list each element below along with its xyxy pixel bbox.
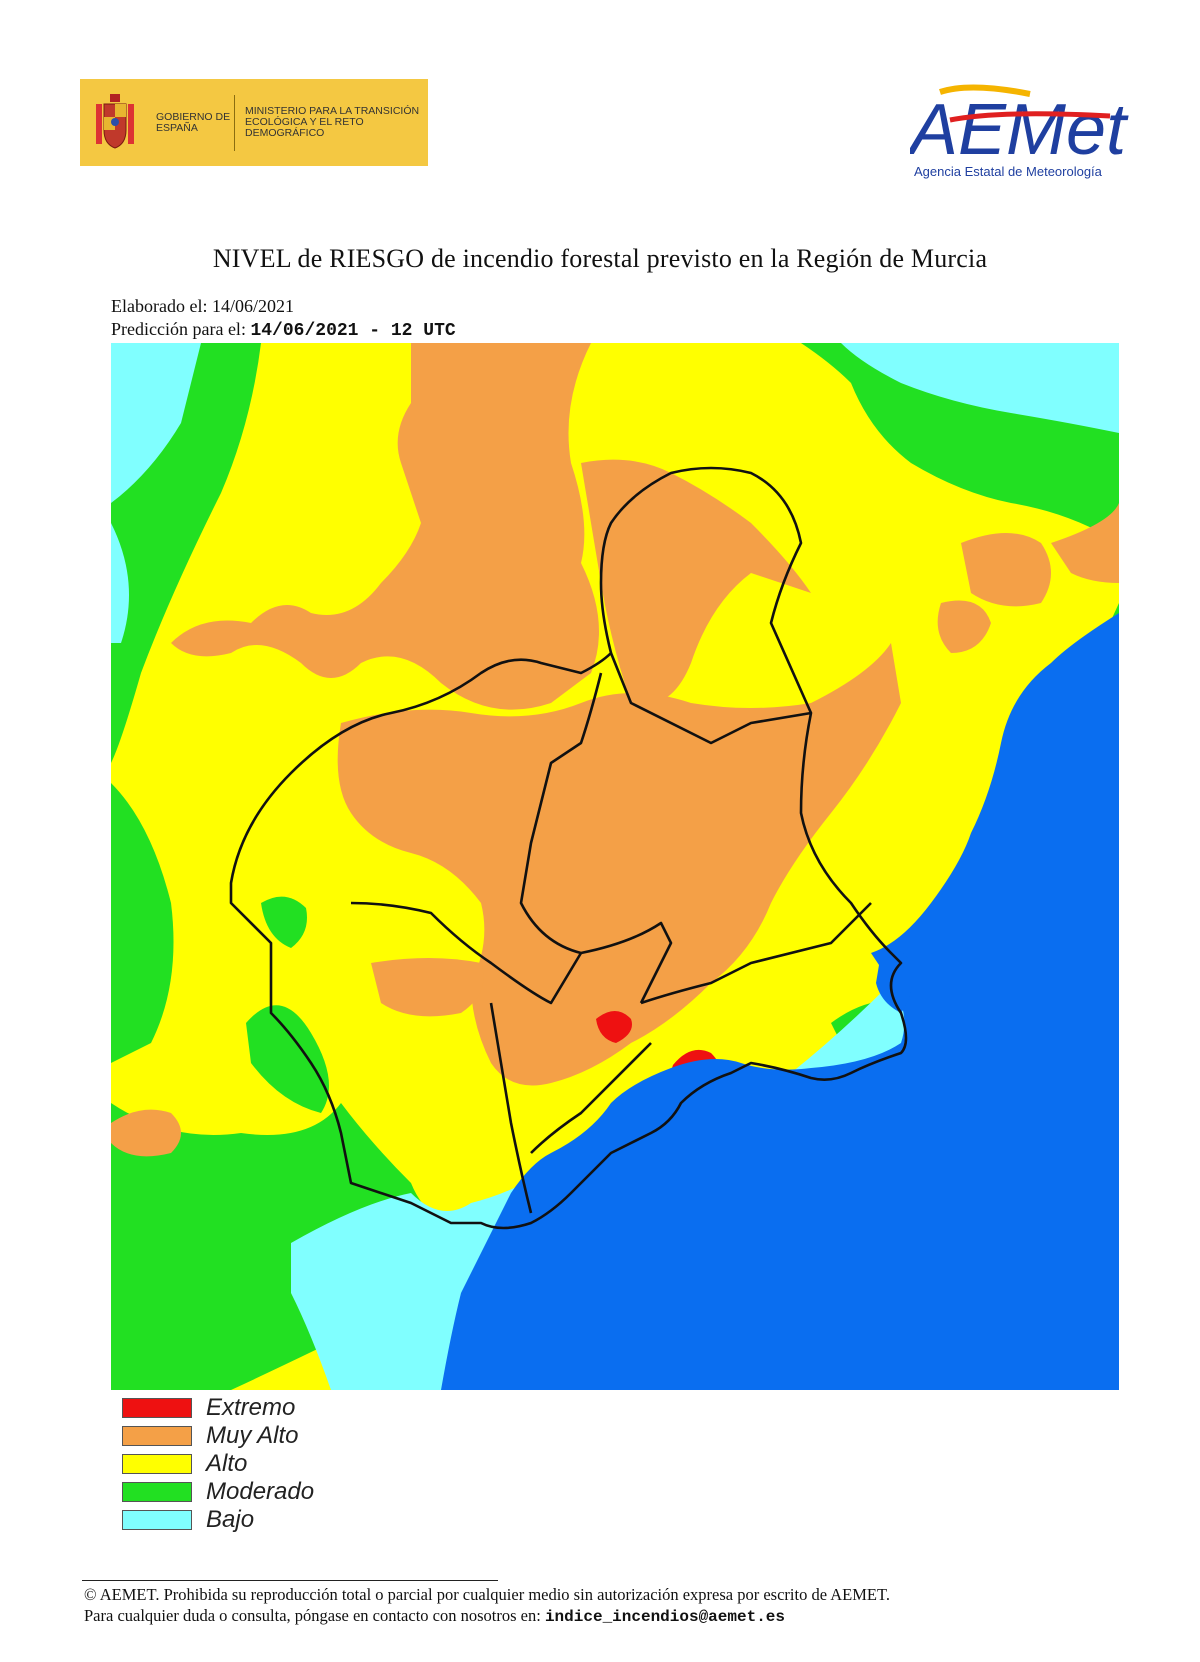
aemet-red-stroke	[949, 111, 1111, 123]
footer-email-link[interactable]: indice_incendios@aemet.es	[544, 1608, 785, 1626]
legend-swatch	[122, 1510, 192, 1530]
footer-copyright: © AEMET. Prohibida su reproducción total…	[84, 1585, 890, 1604]
sea-area	[441, 613, 1119, 1390]
boundary-guadalentin	[350, 901, 583, 1005]
elaborado-label: Elaborado el:	[111, 296, 208, 316]
risk-areas-muy-alto	[111, 343, 1119, 1157]
risk-map	[111, 343, 1119, 1390]
boundary-altiplano	[599, 466, 813, 714]
legend-label: Extremo	[206, 1394, 296, 1421]
boundary-vega	[519, 672, 673, 1004]
legend-swatch	[122, 1454, 192, 1474]
elaborado-line: Elaborado el: 14/06/2021	[111, 296, 294, 317]
footer-divider	[82, 1580, 498, 1581]
legend-item-muy-alto: Muy Alto	[120, 1422, 380, 1450]
footer-contact-text: Para cualquier duda o consulta, póngase …	[84, 1606, 541, 1625]
aemet-logo: AEMet	[906, 82, 1130, 182]
prediccion-value: 14/06/2021 - 12 UTC	[250, 321, 456, 341]
region-boundaries	[229, 466, 908, 1230]
legend-item-bajo: Bajo	[120, 1506, 380, 1534]
legend-item-extremo: Extremo	[120, 1394, 380, 1422]
legend-swatch	[122, 1426, 192, 1446]
mar-menor-area	[876, 949, 913, 1013]
gov-line1: GOBIERNO DE ESPAÑA	[156, 110, 231, 134]
legend-item-moderado: Moderado	[120, 1478, 380, 1506]
legend-swatch	[122, 1398, 192, 1418]
legend-label: Alto	[206, 1450, 248, 1477]
footer-contact: Para cualquier duda o consulta, póngase …	[84, 1606, 785, 1626]
region-outline	[229, 651, 908, 1230]
gov-divider	[234, 94, 235, 151]
legend-label: Moderado	[206, 1478, 315, 1505]
boundary-campo-cartagena	[640, 902, 872, 1005]
legend-label: Muy Alto	[206, 1422, 299, 1449]
legend-label: Bajo	[206, 1506, 255, 1533]
aemet-logo-text: AEMet	[910, 90, 1129, 170]
boundary-mazarron	[530, 1042, 652, 1154]
boundary-lorca-aguilas	[489, 1002, 533, 1214]
government-logo: GOBIERNO DE ESPAÑA MINISTERIO PARA LA TR…	[80, 79, 428, 166]
elaborado-date: 14/06/2021	[211, 296, 294, 316]
page-title: NIVEL de RIESGO de incendio forestal pre…	[212, 244, 988, 273]
legend-item-alto: Alto	[120, 1450, 380, 1478]
prediccion-line: Predicción para el: 14/06/2021 - 12 UTC	[111, 319, 456, 341]
coat-of-arms-icon	[80, 79, 150, 166]
prediccion-label: Predicción para el:	[111, 319, 246, 339]
gov-line2: MINISTERIO PARA LA TRANSICIÓN ECOLÓGICA …	[245, 105, 420, 139]
legend-swatch	[122, 1482, 192, 1502]
aemet-subtitle: Agencia Estatal de Meteorología	[914, 164, 1102, 179]
aemet-sun-arc	[939, 84, 1031, 97]
